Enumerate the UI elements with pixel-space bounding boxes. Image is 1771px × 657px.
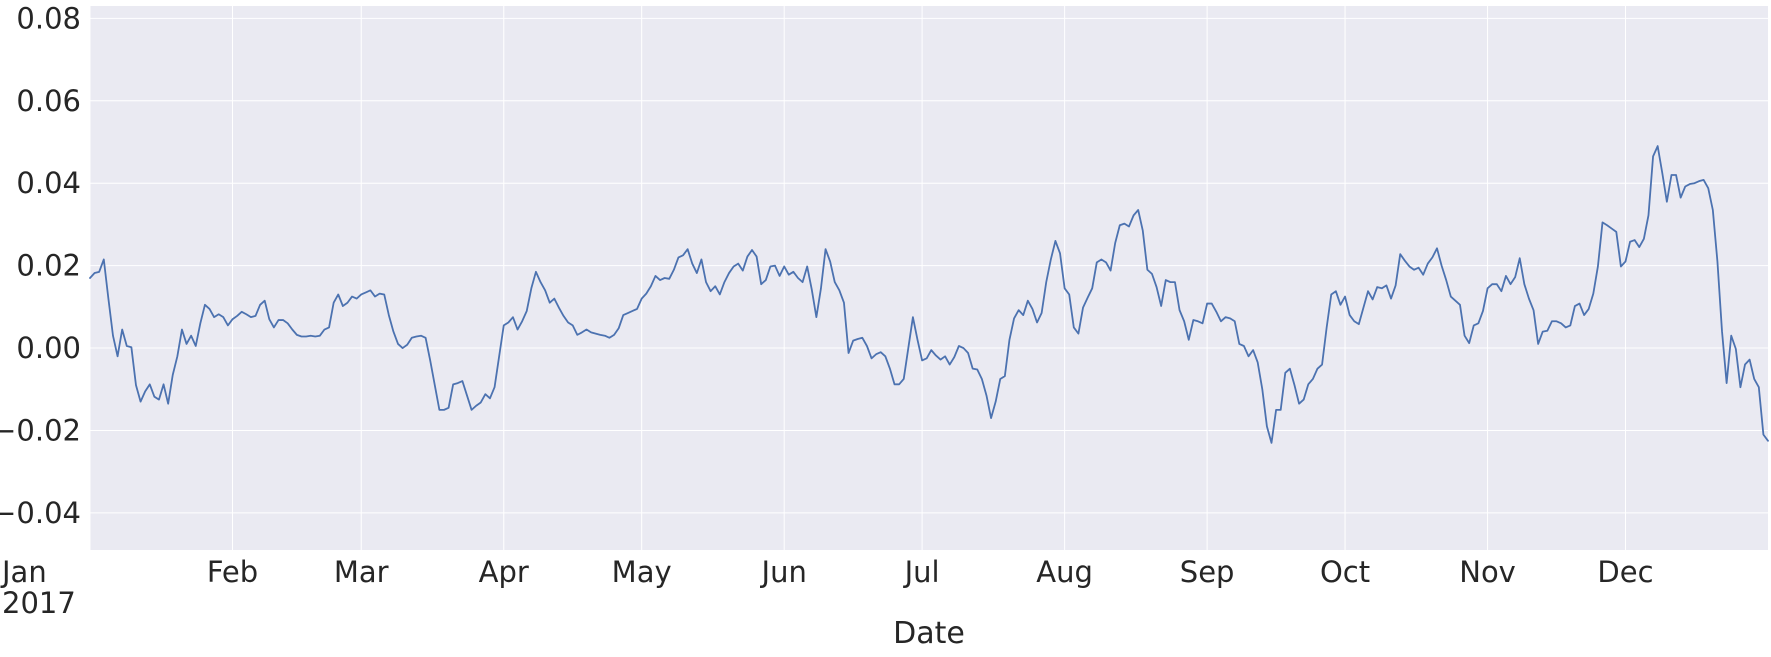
x-tick-label: Sep [1180, 555, 1235, 589]
x-tick-label: Aug [1036, 555, 1093, 589]
x-tick-label: Oct [1320, 555, 1370, 589]
y-tick-label: 0.02 [16, 249, 81, 283]
y-tick-label: 0.04 [16, 166, 81, 200]
x-tick-label: Dec [1597, 555, 1653, 589]
x-tick-label: Jul [903, 555, 940, 589]
x-tick-label: Jun [760, 555, 807, 589]
y-tick-label: −0.04 [0, 496, 81, 530]
x-axis-label: Date [893, 616, 965, 651]
plot-background [90, 6, 1768, 550]
y-tick-label: 0.08 [16, 1, 81, 35]
y-tick-label: −0.02 [0, 413, 81, 447]
y-tick-label: 0.06 [16, 84, 81, 118]
x-tick-label: Jan [0, 555, 47, 589]
x-tick-label: Nov [1459, 555, 1516, 589]
y-tick-label: 0.00 [16, 331, 81, 365]
x-tick-year-label: 2017 [2, 586, 76, 620]
x-tick-label: Apr [479, 555, 529, 589]
x-tick-label: Mar [334, 555, 389, 589]
x-tick-label: Feb [207, 555, 258, 589]
x-tick-label: May [612, 555, 672, 589]
